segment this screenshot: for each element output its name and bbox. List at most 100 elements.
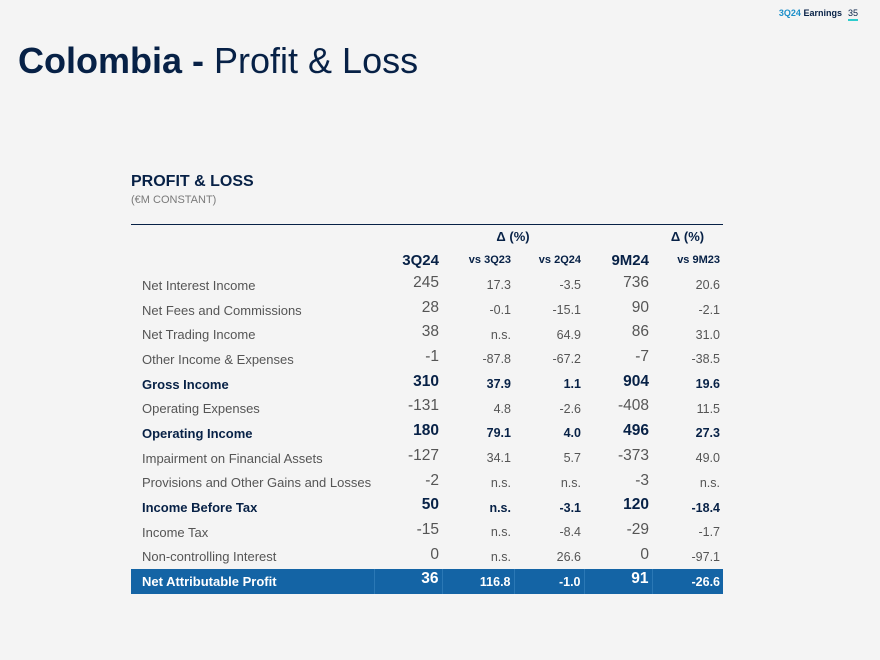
- row-value: 91: [583, 569, 652, 594]
- table-row: Net Attributable Profit 36 116.8 -1.0 91 -26.…: [131, 569, 723, 594]
- row-value: n.s.: [489, 500, 511, 515]
- row-value: 310: [413, 372, 439, 390]
- row-value: n.s.: [490, 475, 511, 490]
- row-value: 37.9: [486, 377, 511, 392]
- row-value: 34.1: [486, 451, 511, 466]
- row-value: 11.5: [696, 401, 720, 416]
- row-value: 31.0: [695, 327, 720, 342]
- table-row: Operating Income 180 79.1 4.0 496 27.3: [131, 421, 723, 446]
- row-value: 36: [373, 569, 442, 594]
- row-value: 120: [623, 496, 649, 514]
- row-value: 116.8: [441, 569, 514, 594]
- row-label: Operating Expenses: [142, 401, 260, 417]
- row-value: 5.7: [563, 451, 581, 466]
- row-value: 90: [631, 298, 649, 316]
- row-value: -15.1: [552, 303, 582, 318]
- page-title-country: Colombia -: [18, 40, 204, 81]
- delta-spacer: [374, 225, 442, 247]
- row-value: -29: [626, 520, 649, 538]
- row-value: -87.8: [482, 352, 512, 367]
- row-value: -373: [617, 446, 649, 464]
- row-value: -67.2: [552, 352, 582, 367]
- row-label: Provisions and Other Gains and Losses: [142, 475, 372, 491]
- row-value: 27.3: [695, 426, 720, 441]
- section-subtitle: (€M CONSTANT): [131, 194, 217, 206]
- row-label: Non-controlling Interest: [142, 549, 277, 565]
- row-value: n.s.: [699, 475, 720, 490]
- row-value: n.s.: [560, 475, 581, 490]
- table-row: Net Interest Income 245 17.3 -3.5 736 20.6: [131, 273, 723, 298]
- row-value: 19.6: [695, 377, 720, 392]
- column-header-vs-9m23: vs 9M23: [677, 254, 720, 266]
- row-value: 4.0: [563, 426, 581, 441]
- delta-spacer: [131, 225, 374, 247]
- pl-table-grid: Δ (%) Δ (%) 3Q24 vs 3Q23 vs 2Q24 9M24 vs…: [131, 225, 723, 594]
- row-value: 0: [640, 545, 649, 563]
- page-tag-label: 3Q24 Earnings: [779, 8, 842, 18]
- table-body: Net Interest Income 245 17.3 -3.5 736 20.6 Net…: [131, 273, 723, 594]
- row-value: 1.1: [563, 377, 581, 392]
- column-header-9m24: 9M24: [611, 251, 649, 269]
- row-value: -127: [407, 446, 439, 464]
- row-label: Net Trading Income: [142, 327, 256, 343]
- row-value: 180: [413, 422, 439, 440]
- row-value: -3.1: [559, 500, 581, 515]
- page-title: Colombia - Profit & Loss: [18, 40, 418, 82]
- page-number: 35: [847, 8, 858, 21]
- row-value: 736: [623, 274, 649, 291]
- table-row: Impairment on Financial Assets -127 34.1 5.…: [131, 446, 723, 471]
- row-value: -15: [416, 520, 439, 538]
- table-row: Provisions and Other Gains and Losses -2 n…: [131, 471, 723, 496]
- row-value: -2: [425, 471, 439, 489]
- page-tag-quarter: 3Q24: [778, 8, 801, 18]
- table-row: Gross Income 310 37.9 1.1 904 19.6: [131, 372, 723, 397]
- row-value: n.s.: [490, 327, 511, 342]
- column-header-vs-2q24: vs 2Q24: [538, 254, 581, 266]
- row-value: 79.1: [486, 426, 511, 441]
- row-value: 26.6: [556, 549, 581, 564]
- row-value: -2.6: [559, 401, 581, 416]
- row-value: 904: [623, 372, 649, 390]
- pl-table: Δ (%) Δ (%) 3Q24 vs 3Q23 vs 2Q24 9M24 vs…: [131, 224, 723, 594]
- row-value: 38: [421, 323, 439, 341]
- table-row: Non-controlling Interest 0 n.s. 26.6 0 -97.1: [131, 545, 723, 570]
- table-row: Net Trading Income 38 n.s. 64.9 86 31.0: [131, 322, 723, 347]
- table-row: Operating Expenses -131 4.8 -2.6 -408 11.5: [131, 396, 723, 421]
- row-value: -3.5: [559, 278, 581, 293]
- row-value: 49.0: [695, 451, 720, 466]
- row-value: 28: [421, 298, 439, 316]
- row-label: Operating Income: [142, 425, 253, 441]
- row-value: 64.9: [556, 327, 581, 342]
- page-tag: 3Q24 Earnings 35: [779, 8, 858, 21]
- row-label: Net Fees and Commissions: [142, 302, 302, 318]
- row-value: n.s.: [490, 549, 511, 564]
- column-header-3q24: 3Q24: [402, 251, 439, 269]
- page-tag-earnings: Earnings: [803, 8, 842, 18]
- delta-quarter-header: Δ (%): [496, 228, 530, 244]
- row-value: -97.1: [691, 549, 721, 564]
- row-value: -0.1: [489, 303, 511, 318]
- page-title-topic: Profit & Loss: [214, 40, 419, 81]
- row-label: Net Attributable Profit: [131, 569, 374, 594]
- column-header-label: [131, 247, 374, 273]
- row-label: Other Income & Expenses: [142, 351, 294, 367]
- row-value: -7: [635, 348, 649, 366]
- row-value: -38.5: [691, 352, 721, 367]
- row-label: Income Before Tax: [142, 500, 258, 516]
- row-label: Income Tax: [142, 524, 209, 540]
- row-label: Net Interest Income: [142, 277, 256, 293]
- row-value: 4.8: [493, 401, 511, 416]
- row-value: 86: [631, 323, 649, 341]
- row-value: -26.6: [651, 569, 723, 594]
- delta-ytd-header: Δ (%): [670, 228, 705, 244]
- row-value: -1.7: [698, 525, 720, 540]
- row-value: 50: [421, 496, 439, 514]
- section-title: PROFIT & LOSS: [131, 173, 254, 190]
- row-value: -131: [407, 397, 439, 415]
- row-value: n.s.: [490, 525, 511, 540]
- table-row: Income Before Tax 50 n.s. -3.1 120 -18.4: [131, 495, 723, 520]
- row-value: 496: [623, 422, 649, 440]
- table-row: Other Income & Expenses -1 -87.8 -67.2 -7 -38…: [131, 347, 723, 372]
- row-value: -1.0: [513, 569, 584, 594]
- row-value: -2.1: [698, 303, 720, 318]
